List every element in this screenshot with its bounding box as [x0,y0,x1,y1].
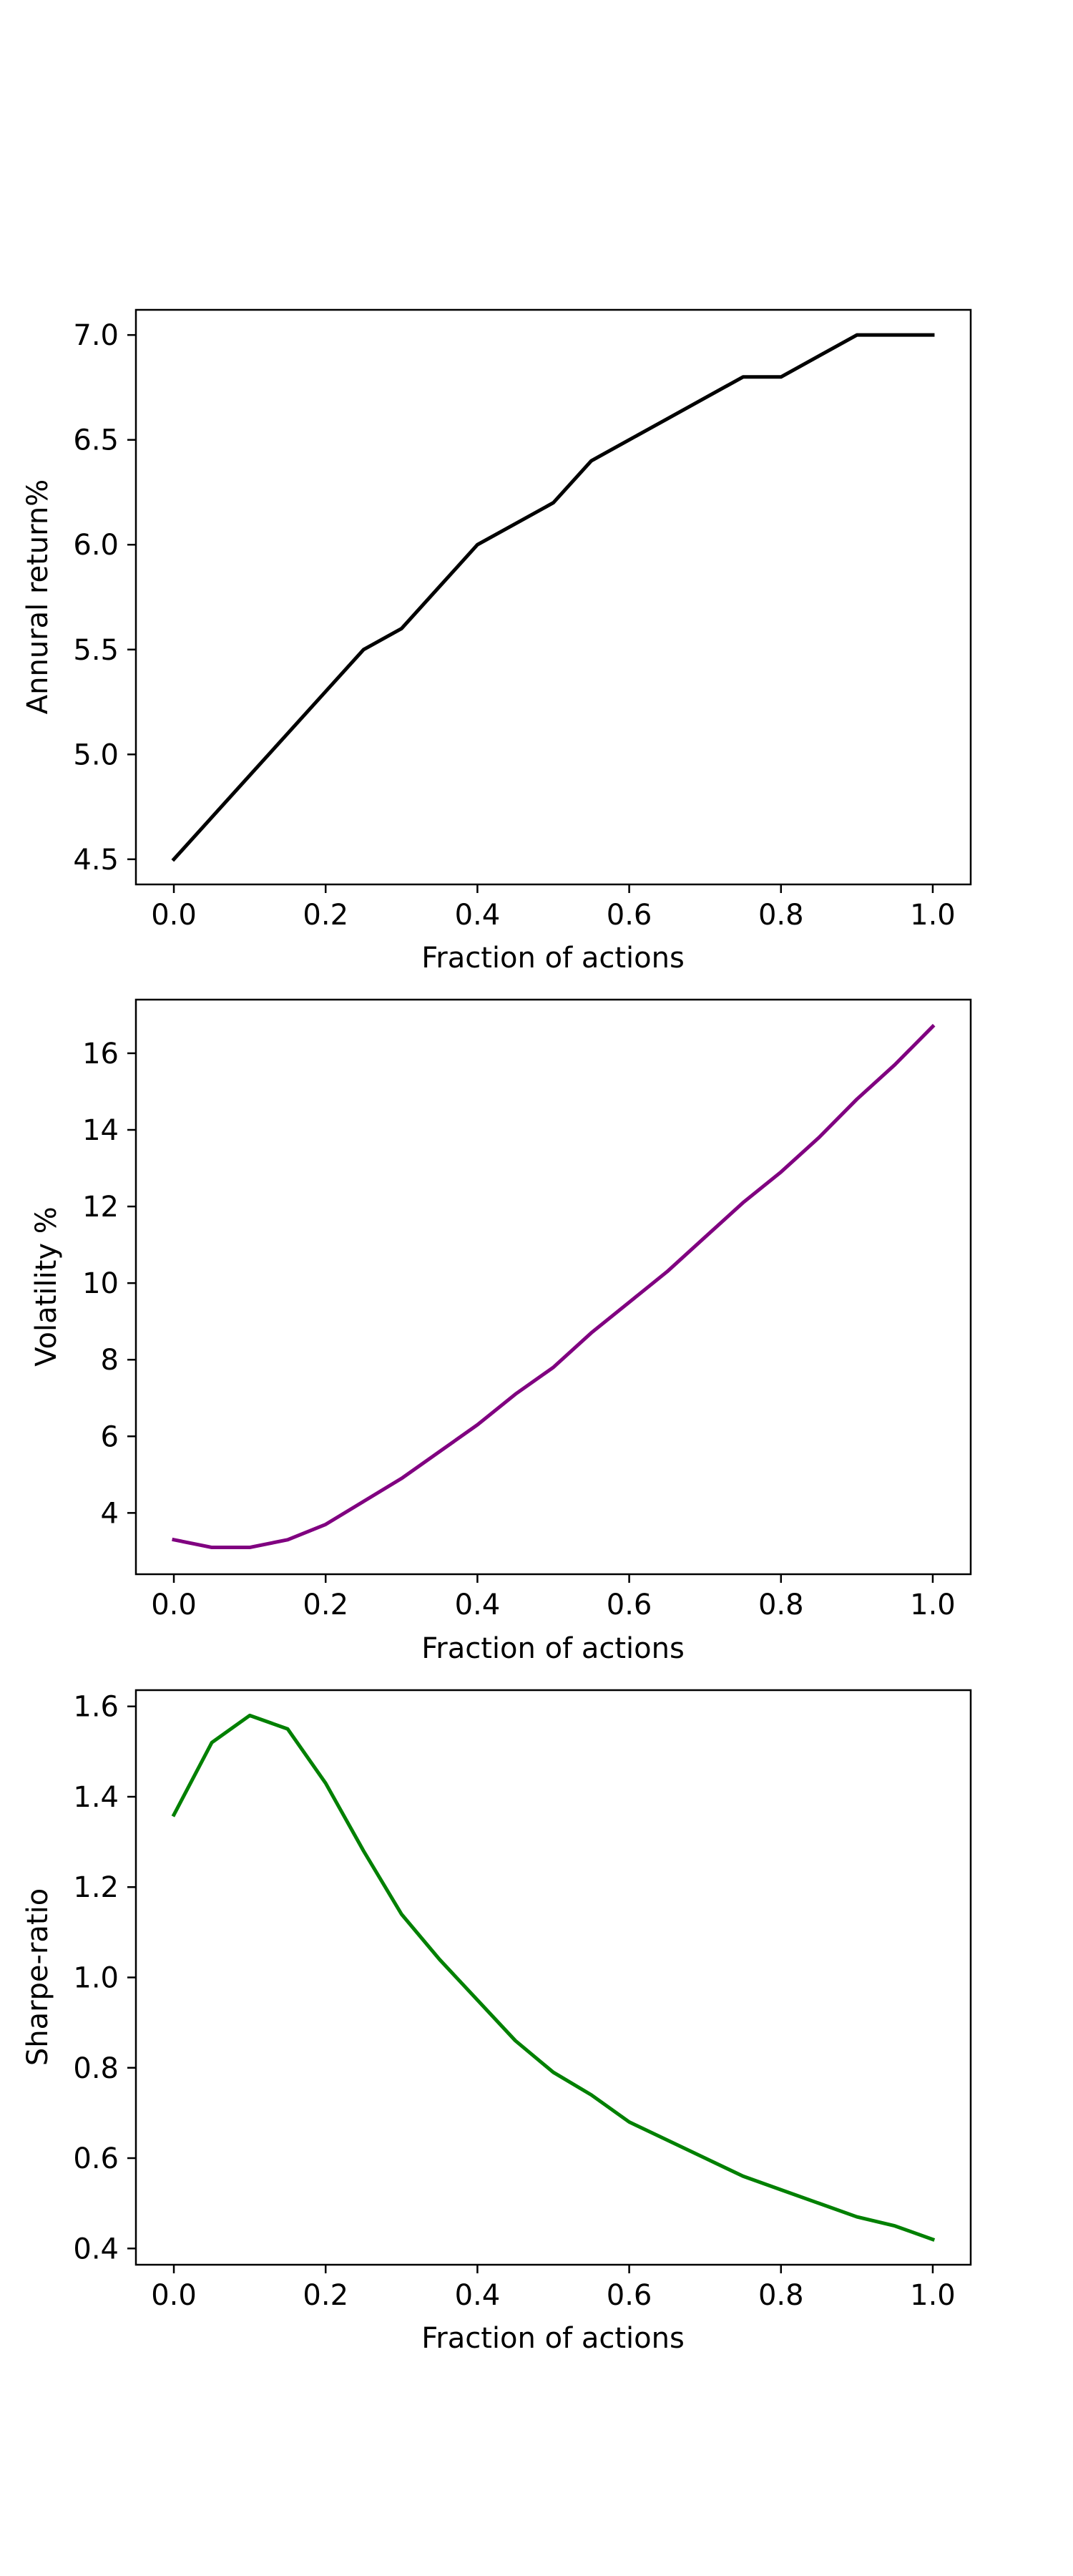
annual-return-x-tick-label: 0.2 [303,899,348,932]
sharpe-ratio-x-tick-label: 1.0 [910,2279,956,2312]
subplot-annual-return: 0.0 0.2 0.4 0.6 0.8 1.0 4.5 5.0 5.5 6.0 6.5 7.0 Fr… [21,308,972,975]
sharpe-ratio-y-tick-label: 1.4 [73,1781,119,1814]
sharpe-ratio-y-axis-label: Sharpe-ratio [21,1888,54,2066]
sharpe-ratio-series-line [171,1713,936,2242]
annual-return-plot-area [171,333,935,862]
volatility-y-tick-label: 4 [101,1497,119,1530]
sharpe-ratio-y-tick-label: 0.8 [73,2052,119,2085]
volatility-y-tick-label: 14 [82,1114,119,1147]
annual-return-series-line [171,333,935,862]
annual-return-y-tick-label: 4.5 [73,844,119,877]
sharpe-ratio-y-tick-label: 1.2 [73,1871,119,1904]
volatility-x-tick-label: 0.2 [303,1589,348,1621]
volatility-axes-frame [134,998,972,1576]
annual-return-x-tick-label: 0.4 [455,899,501,932]
volatility-plot-area [172,1023,936,1550]
annual-return-y-tick-label: 6.5 [73,424,119,457]
sharpe-ratio-plot-area [171,1713,936,2242]
annual-return-y-tick-label: 5.5 [73,634,119,667]
volatility-series-line [172,1023,936,1550]
volatility-y-tick-label: 8 [101,1344,119,1377]
subplot-volatility: 0.0 0.2 0.4 0.6 0.8 1.0 4 6 8 10 12 14 16 Fraction … [30,998,972,1665]
annual-return-x-tick-label: 0.6 [607,899,652,932]
volatility-x-tick-label: 0.4 [455,1589,501,1621]
annual-return-x-tick-label: 1.0 [910,899,956,932]
annual-return-x-tick-label: 0.0 [151,899,197,932]
volatility-y-axis-label: Volatility % [30,1206,63,1366]
sharpe-ratio-x-tick-label: 0.4 [455,2279,501,2312]
annual-return-axes-frame [134,308,972,886]
sharpe-ratio-y-tick-label: 1.6 [73,1691,119,1724]
annual-return-x-axis-label: Fraction of actions [421,942,685,975]
sharpe-ratio-y-tick-label: 0.4 [73,2233,119,2265]
sharpe-ratio-y-tick-label: 0.6 [73,2142,119,2175]
volatility-y-ticks: 4 6 8 10 12 14 16 [82,1038,136,1530]
annual-return-x-ticks: 0.0 0.2 0.4 0.6 0.8 1.0 [151,884,956,932]
sharpe-ratio-x-tick-label: 0.6 [607,2279,652,2312]
volatility-x-tick-label: 1.0 [910,1589,956,1621]
volatility-y-tick-label: 16 [82,1038,119,1070]
annual-return-y-tick-label: 6.0 [73,529,119,562]
annual-return-y-axis-label: Annural return% [21,479,54,715]
annual-return-x-tick-label: 0.8 [758,899,804,932]
volatility-y-tick-label: 12 [82,1191,119,1224]
volatility-x-ticks: 0.0 0.2 0.4 0.6 0.8 1.0 [151,1574,956,1621]
annual-return-y-tick-label: 7.0 [73,319,119,352]
subplot-sharpe-ratio: 0.0 0.2 0.4 0.6 0.8 1.0 0.4 0.6 0.8 1.0 1.2 1.4 1.6… [21,1689,972,2355]
sharpe-ratio-y-tick-label: 1.0 [73,1962,119,1995]
sharpe-ratio-y-ticks: 0.4 0.6 0.8 1.0 1.2 1.4 1.6 [73,1691,136,2265]
volatility-y-tick-label: 6 [101,1420,119,1453]
sharpe-ratio-x-ticks: 0.0 0.2 0.4 0.6 0.8 1.0 [151,2265,956,2312]
volatility-x-axis-label: Fraction of actions [421,1632,685,1665]
sharpe-ratio-x-axis-label: Fraction of actions [421,2322,685,2355]
sharpe-ratio-x-tick-label: 0.2 [303,2279,348,2312]
sharpe-ratio-x-tick-label: 0.8 [758,2279,804,2312]
volatility-x-tick-label: 0.8 [758,1589,804,1621]
annual-return-y-ticks: 4.5 5.0 5.5 6.0 6.5 7.0 [73,319,136,877]
volatility-x-tick-label: 0.6 [607,1589,652,1621]
annual-return-y-tick-label: 5.0 [73,738,119,771]
sharpe-ratio-x-tick-label: 0.0 [151,2279,197,2312]
volatility-y-tick-label: 10 [82,1267,119,1300]
volatility-x-tick-label: 0.0 [151,1589,197,1621]
